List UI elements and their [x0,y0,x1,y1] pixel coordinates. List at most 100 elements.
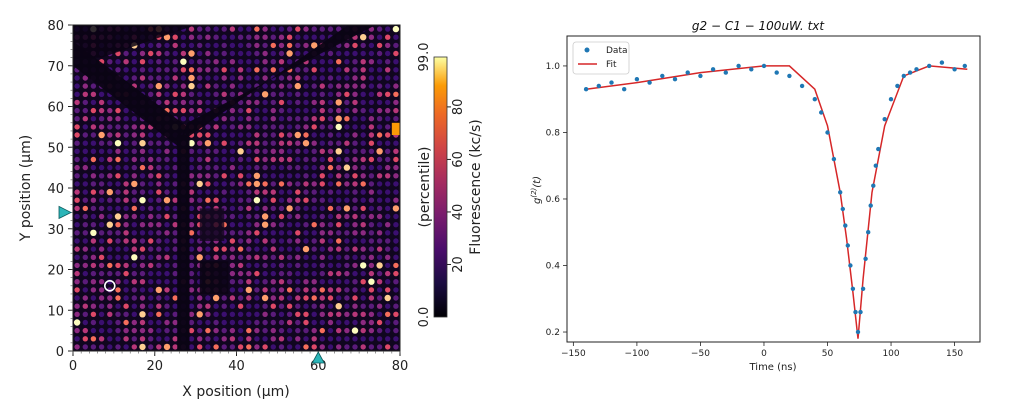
heatmap-spot [327,270,334,277]
heatmap-spot [335,148,342,155]
heatmap-spot [237,83,244,89]
heatmap-spot [123,222,129,228]
heatmap-spot [303,173,309,179]
heatmap-spot [82,311,89,317]
heatmap-spot [115,156,121,163]
heatmap-spot [270,148,276,154]
heatmap-spot [115,67,121,73]
heatmap-spot [98,246,105,252]
heatmap-spot [303,132,309,138]
heatmap-spot [336,327,342,334]
heatmap-spot [131,205,137,212]
y-position-marker[interactable] [58,205,72,220]
data-point [868,203,873,208]
heatmap-spot [368,319,375,326]
heatmap-spot [360,99,366,106]
heatmap-spot [303,67,309,73]
heatmap-spot [172,91,178,98]
x-position-marker[interactable] [311,351,325,364]
heatmap-spot [344,59,350,65]
heatmap-spot [139,140,146,147]
heatmap-spot [164,303,170,309]
x-tick-label: 80 [392,359,409,374]
heatmap-spot [336,91,342,98]
y-tick-label: 0 [56,345,64,360]
heatmap-spot [74,295,80,301]
heatmap-spot [172,270,178,277]
heatmap-spot [319,279,325,285]
heatmap-spot [164,156,170,163]
heatmap-spot [295,205,301,212]
heatmap-spot [213,99,219,106]
heatmap-spot [197,67,203,73]
heatmap-spot [319,132,325,138]
data-point [583,87,589,92]
heatmap-spot [270,303,276,309]
heatmap-spot [360,197,366,203]
heatmap-spot [123,75,129,81]
heatmap-spot [131,287,137,293]
heatmap-spot [336,270,342,277]
heatmap-spot [205,173,211,179]
heatmap-spot [344,246,350,252]
heatmap-spot [213,91,219,98]
position-markers[interactable] [58,205,325,364]
heatmap-spot [221,344,227,350]
heatmap-spot [155,82,162,90]
heatmap-spot [172,344,178,350]
heatmap-spot [148,311,154,317]
heatmap-spot [246,295,252,301]
heatmap-spot [213,327,219,334]
heatmap-spot [336,344,342,350]
heatmap-spot [139,230,146,236]
heatmap-spot [327,99,334,106]
g2-x-tick-label: 150 [946,349,963,359]
heatmap-spot [262,238,268,244]
heatmap-spot [115,205,121,212]
heatmap-spot [82,75,89,81]
heatmap-spot [205,75,211,81]
heatmap-spot [262,270,268,277]
heatmap-spot [107,270,113,277]
bright-edge-spot [391,122,400,136]
heatmap-spot [295,99,301,106]
heatmap-spot [376,197,383,203]
heatmap-spot [180,83,187,89]
heatmap-spot [295,213,301,220]
heatmap-spot [139,343,146,351]
heatmap-spot [336,230,342,236]
data-point [799,83,805,89]
heatmap-spot [327,279,334,285]
heatmap-spot [237,164,244,171]
heatmap-spot [98,311,105,317]
heatmap-spot [352,164,358,171]
heatmap-spot [164,311,170,317]
selection-circle[interactable] [103,279,116,292]
heatmap-spot [246,213,252,220]
heatmap-spot [115,189,121,195]
heatmap-spot [213,164,219,171]
heatmap-spot [344,181,350,187]
heatmap-spot [229,287,236,293]
heatmap-spot [295,303,301,309]
heatmap-spot [123,254,129,260]
heatmap-spot [278,132,285,138]
heatmap-spot [221,148,227,154]
heatmap-spot [327,83,334,89]
heatmap-spot [131,238,137,244]
legend-data-marker [584,47,590,53]
heatmap-spot [270,189,276,195]
heatmap-spot [188,148,195,154]
heatmap-spot [336,67,342,73]
heatmap-spot [376,311,383,317]
heatmap-spot [188,156,195,163]
heatmap-spot [237,197,244,203]
heatmap-spot [205,189,211,195]
dark-top-region [73,25,196,58]
heatmap-spot [246,99,252,106]
g2-x-tick-label: 0 [761,349,767,359]
heatmap-spot [360,140,366,146]
heatmap-spot [131,173,137,179]
heatmap-spot [229,26,236,32]
heatmap-spot [82,279,89,285]
